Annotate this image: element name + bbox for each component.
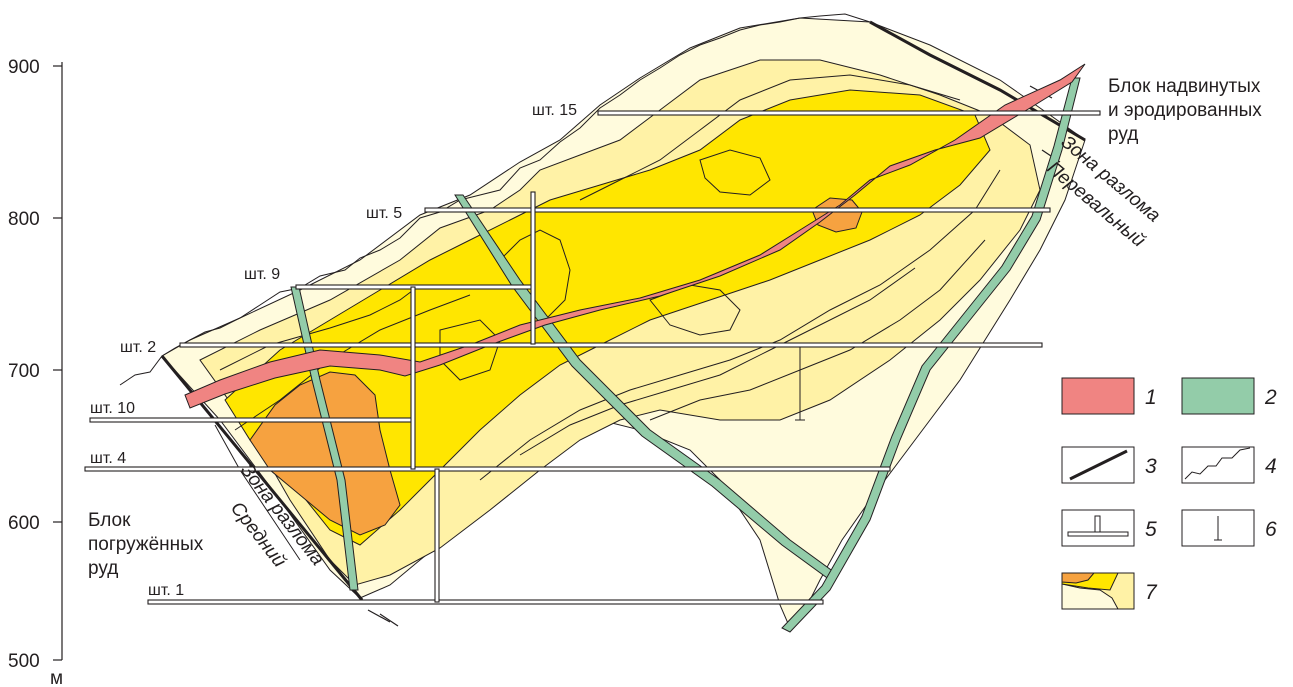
grade-contour: [479, 169, 1001, 481]
grade-contour: [649, 239, 986, 421]
adit-label-4: шт. 4: [90, 450, 126, 467]
legend-adit-icon: [1067, 531, 1129, 537]
elevation-axis: 900 800 700 600 500 м: [8, 57, 63, 687]
raise: [434, 468, 440, 603]
adit-5: [424, 207, 1051, 213]
legend-number-1: 1: [1145, 386, 1157, 409]
ore-vein: [184, 63, 1086, 409]
adit-label-15: шт. 15: [532, 102, 577, 119]
axis-unit-label: м: [50, 668, 63, 687]
legend-number-7: 7: [1145, 581, 1158, 604]
tick-label-600: 600: [8, 513, 40, 534]
ore-body: [161, 17, 1086, 629]
legend-number-4: 4: [1265, 455, 1277, 478]
tick-label-500: 500: [8, 651, 40, 672]
adit-15: [597, 110, 1101, 116]
legend-number-3: 3: [1145, 455, 1157, 478]
block-label-lower-2: погружённых: [88, 534, 204, 555]
adits: [84, 110, 1101, 605]
ground-surface-line: [119, 13, 871, 386]
tick-label-700: 700: [8, 361, 40, 382]
grade-zone-mid: [224, 89, 991, 546]
block-label-upper-2: и эродированных: [1108, 100, 1262, 121]
adit-4: [84, 466, 891, 472]
adit-label-5: шт. 5: [366, 205, 402, 222]
block-label-lower-1: Блок: [88, 510, 131, 531]
dikes: [290, 77, 1081, 633]
tick-label-900: 900: [8, 57, 40, 78]
grade-contour: [579, 74, 961, 201]
tick-label-800: 800: [8, 209, 40, 230]
grade-contour: [649, 284, 741, 336]
fault-arrow: [379, 613, 399, 627]
adit-10: [89, 417, 413, 423]
adit-2: [179, 342, 1043, 348]
legend-swatch-vein: [1061, 377, 1135, 415]
adit-label-10: шт. 10: [90, 400, 135, 417]
grade-contour: [214, 424, 301, 561]
adit-label-9: шт. 9: [244, 266, 280, 283]
adit-1: [147, 599, 824, 605]
grade-contour: [519, 267, 916, 456]
adit-label-2: шт. 2: [120, 339, 156, 356]
legend-number-6: 6: [1265, 518, 1277, 541]
dike: [290, 286, 359, 591]
adit-label-1: шт. 1: [148, 582, 184, 599]
block-label-upper-3: руд: [1108, 124, 1138, 145]
legend-swatch-dike: [1181, 377, 1255, 415]
legend: 1 2 3 4 5 6 7: [1061, 377, 1277, 610]
legend-grade-high: [1061, 572, 1096, 584]
grade-contour: [699, 149, 771, 196]
block-label-lower-3: руд: [88, 558, 118, 579]
legend-box-surface: [1181, 446, 1255, 484]
legend-number-2: 2: [1264, 386, 1277, 409]
grade-contour: [219, 284, 421, 371]
legend-surface-line-icon: [1184, 447, 1251, 480]
fault-arrow: [367, 609, 391, 623]
grade-zone-high-small: [811, 197, 863, 233]
raise: [410, 286, 416, 470]
legend-raise-icon: [1094, 515, 1101, 533]
block-label-upper-1: Блок надвинутых: [1108, 76, 1261, 97]
raise: [530, 191, 536, 345]
legend-number-5: 5: [1145, 518, 1157, 541]
legend-fault-line-icon: [1069, 449, 1128, 481]
grade-contour: [499, 229, 571, 321]
dike: [781, 77, 1081, 633]
